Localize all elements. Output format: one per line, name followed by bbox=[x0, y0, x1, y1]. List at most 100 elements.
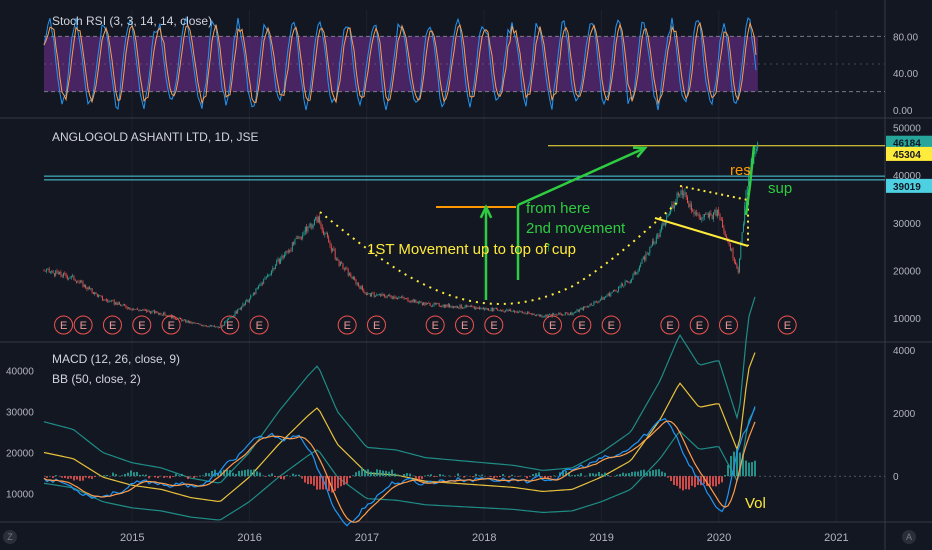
earnings-marker-label: E bbox=[490, 320, 497, 332]
macd-histogram-bar bbox=[283, 476, 285, 480]
candle-body bbox=[191, 322, 193, 324]
auto-scale-button[interactable]: A bbox=[902, 530, 916, 544]
macd-histogram-bar bbox=[277, 476, 279, 478]
candle-body bbox=[66, 276, 68, 279]
candle-body bbox=[385, 296, 387, 298]
macd-histogram-bar bbox=[694, 476, 696, 488]
earnings-marker-label: E bbox=[666, 320, 673, 332]
candle-body bbox=[304, 226, 306, 233]
candle-body bbox=[584, 306, 586, 308]
candle-body bbox=[644, 256, 646, 261]
candle-body bbox=[729, 244, 731, 250]
first-movement-arrow-head bbox=[479, 204, 493, 219]
macd-histogram-bar bbox=[103, 475, 105, 477]
candle-body bbox=[161, 314, 163, 316]
candle-body bbox=[199, 323, 201, 325]
stoch-rsi-label: Stoch RSI (3, 3, 14, 14, close) bbox=[52, 14, 213, 28]
candle-body bbox=[164, 312, 166, 316]
candle-body bbox=[323, 230, 324, 235]
candle-body bbox=[303, 232, 305, 235]
macd-histogram-bar bbox=[733, 451, 735, 477]
candle-body bbox=[264, 277, 266, 280]
bb-label: BB (50, close, 2) bbox=[52, 372, 141, 386]
candle-body bbox=[230, 316, 232, 318]
candle-body bbox=[633, 272, 635, 276]
candle-body bbox=[386, 296, 388, 298]
macd-histogram-bar bbox=[526, 476, 528, 479]
candle-body bbox=[449, 304, 451, 308]
candle-body bbox=[280, 259, 282, 264]
candle-body bbox=[299, 236, 301, 238]
price-label-box bbox=[886, 135, 932, 150]
candle-body bbox=[108, 300, 110, 302]
macd-histogram-bar bbox=[139, 474, 141, 477]
candle-body bbox=[61, 275, 63, 277]
candle-body bbox=[585, 306, 587, 308]
candle-body bbox=[684, 192, 686, 194]
macd-histogram-bar bbox=[268, 474, 270, 477]
candle-body bbox=[118, 302, 120, 305]
candle-body bbox=[369, 293, 371, 297]
candle-body bbox=[718, 209, 720, 214]
candle-body bbox=[575, 311, 577, 313]
earnings-marker bbox=[366, 315, 386, 335]
candle-body bbox=[294, 239, 296, 245]
candle-body bbox=[151, 311, 153, 314]
macd-histogram-bar bbox=[571, 475, 573, 477]
candle-body bbox=[710, 213, 712, 216]
candle-body bbox=[320, 222, 322, 226]
macd-histogram-bar bbox=[457, 473, 459, 477]
earnings-marker bbox=[73, 315, 93, 335]
macd-histogram-bar bbox=[223, 469, 225, 477]
macd-histogram-bar bbox=[79, 476, 81, 481]
candle-body bbox=[47, 268, 49, 270]
candle-body bbox=[308, 225, 310, 227]
candle-body bbox=[237, 309, 239, 314]
candle-body bbox=[337, 259, 339, 261]
candle-body bbox=[70, 275, 72, 278]
macd-histogram-bar bbox=[625, 473, 627, 477]
candle-body bbox=[178, 317, 180, 319]
macd-histogram-bar bbox=[718, 476, 720, 485]
candle-body bbox=[82, 281, 84, 287]
macd-histogram-bar bbox=[385, 470, 387, 477]
macd-histogram-bar bbox=[355, 472, 357, 477]
macd-histogram-bar bbox=[304, 476, 306, 483]
candle-body bbox=[408, 301, 410, 303]
macd-histogram-bar bbox=[379, 469, 381, 477]
candle-body bbox=[450, 306, 452, 308]
macd-histogram-bar bbox=[685, 476, 687, 490]
candle-body bbox=[432, 305, 434, 307]
earnings-marker bbox=[719, 315, 739, 335]
candle-body bbox=[394, 296, 396, 299]
candle-body bbox=[573, 312, 575, 314]
macd-histogram-bar bbox=[373, 472, 375, 477]
candle-body bbox=[648, 253, 649, 255]
candle-body bbox=[285, 251, 287, 255]
macd-histogram-bar bbox=[370, 471, 372, 477]
macd-histogram-bar bbox=[406, 473, 408, 477]
candle-body bbox=[286, 251, 288, 252]
candle-body bbox=[658, 235, 660, 237]
candle-body bbox=[667, 215, 669, 217]
macd-histogram-bar bbox=[76, 476, 78, 480]
candle-body bbox=[209, 325, 211, 327]
candle-body bbox=[694, 212, 696, 214]
candle-body bbox=[138, 309, 140, 311]
candle-body bbox=[668, 213, 670, 216]
candle-body bbox=[256, 288, 258, 289]
macd-histogram-bar bbox=[691, 476, 693, 486]
candle-body bbox=[206, 325, 207, 327]
candle-body bbox=[489, 310, 491, 312]
candle-body bbox=[434, 302, 436, 304]
macd-histogram-bar bbox=[670, 476, 672, 482]
macd-histogram-bar bbox=[634, 471, 636, 477]
macd-histogram-bar bbox=[244, 469, 246, 477]
candle-body bbox=[193, 322, 194, 324]
candle-body bbox=[92, 292, 94, 295]
macd-histogram-bar bbox=[145, 474, 147, 477]
candle-body bbox=[155, 311, 157, 314]
candle-body bbox=[126, 307, 128, 309]
zoom-button[interactable]: Z bbox=[3, 530, 17, 544]
